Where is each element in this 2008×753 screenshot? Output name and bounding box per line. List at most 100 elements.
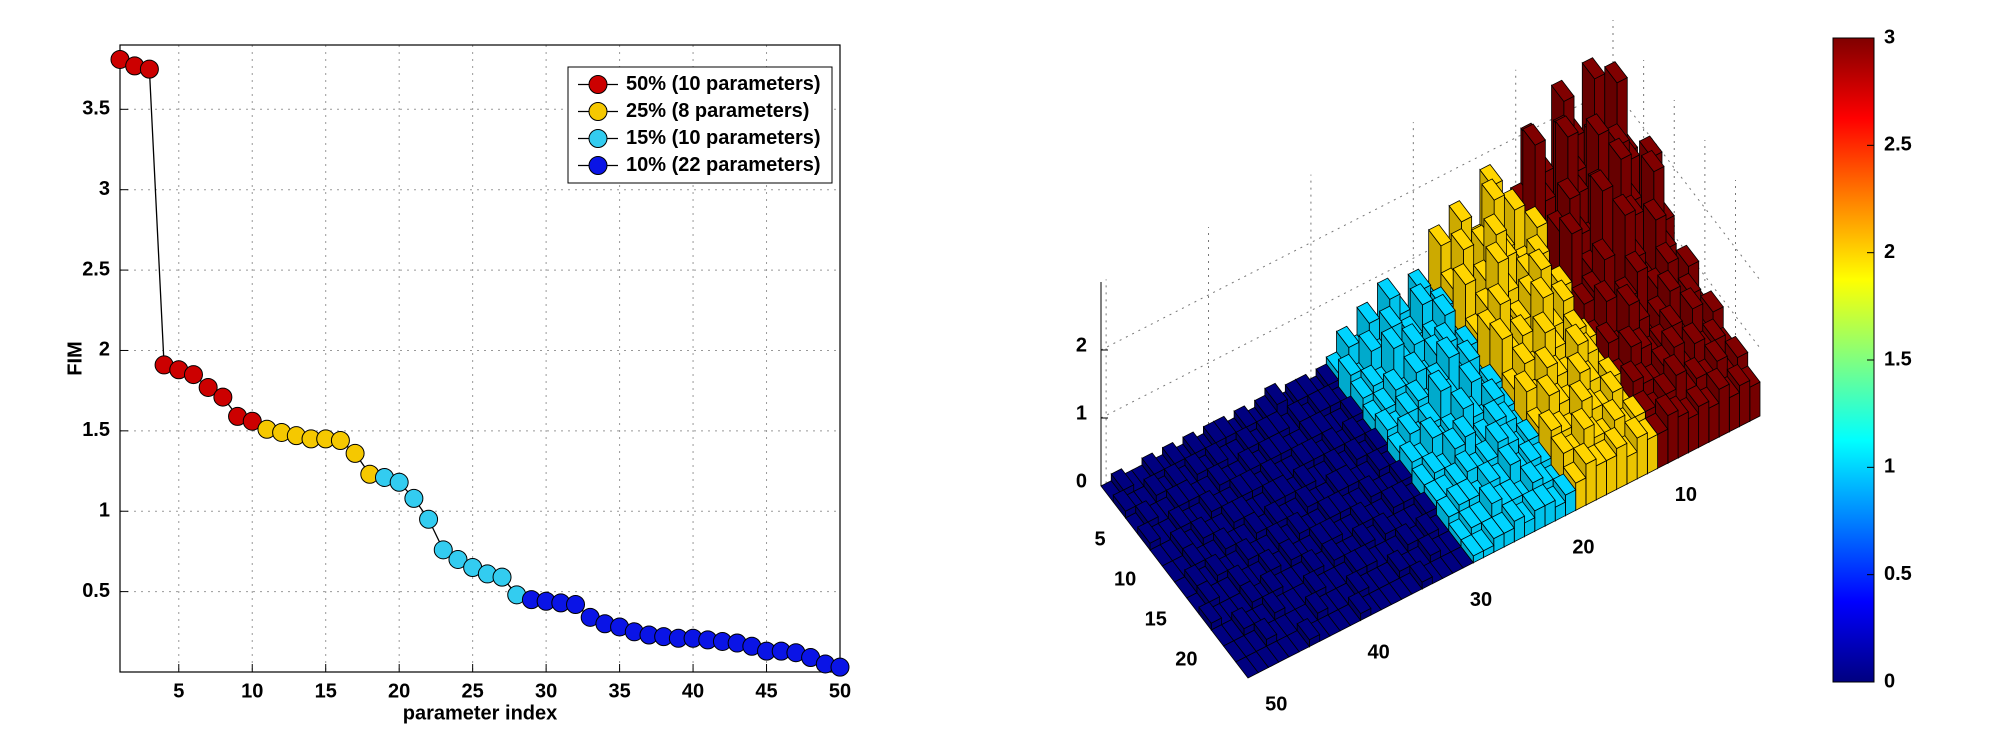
bar-top — [1536, 374, 1561, 397]
bar-top — [1358, 329, 1383, 352]
bar-top — [1601, 398, 1626, 422]
x-tick-label: 30 — [535, 680, 557, 702]
bar-top — [1567, 351, 1591, 374]
bar-front — [1657, 428, 1669, 470]
bar-top — [1450, 228, 1475, 251]
bar-top — [1521, 489, 1546, 512]
bar-top — [1480, 516, 1505, 540]
bar-top — [1397, 412, 1421, 435]
bar-top — [1460, 534, 1485, 557]
legend-label: 25% (8 parameters) — [626, 100, 809, 122]
bar-top — [1654, 393, 1679, 417]
point — [830, 657, 850, 677]
bar-top — [1458, 360, 1483, 383]
bar-top — [1452, 415, 1477, 438]
bar-front — [1606, 454, 1618, 496]
bar-top — [1380, 485, 1405, 509]
bar-top — [1595, 321, 1620, 344]
colorbar-tick-label: 1 — [1884, 456, 1895, 478]
x-tick-label: 30 — [1470, 589, 1492, 611]
bar-top — [1212, 527, 1237, 550]
bar-top — [1409, 283, 1434, 306]
legend-box — [567, 66, 833, 184]
bar-top — [1657, 269, 1681, 292]
y-tick-label: 10 — [1114, 568, 1136, 590]
bar-top — [1573, 442, 1597, 465]
bar-top — [1417, 533, 1442, 557]
bar-top — [1435, 495, 1460, 518]
bar-top — [1685, 384, 1710, 408]
bar-top — [1235, 656, 1259, 679]
y-tick-label: 3 — [99, 178, 110, 200]
bar-top — [1519, 461, 1544, 484]
bar-top — [1538, 408, 1563, 432]
bar-top — [1593, 279, 1618, 303]
point — [198, 377, 218, 397]
legend-marker — [588, 75, 608, 94]
bar-top — [1585, 113, 1610, 136]
bar-top — [1253, 617, 1278, 640]
bar-top — [1661, 325, 1685, 348]
bar-top — [1591, 238, 1616, 261]
bar-top — [1700, 290, 1724, 313]
bar-top — [1663, 353, 1687, 376]
y-tick-label: 5 — [1095, 528, 1106, 550]
grid-line — [1100, 87, 1614, 351]
bar-front — [1595, 459, 1607, 501]
x-tick-label: 20 — [1572, 536, 1594, 558]
bar-front — [1698, 400, 1710, 449]
bar-top — [1532, 311, 1556, 334]
bar-top — [1485, 420, 1509, 443]
bar-top — [1569, 379, 1593, 402]
bar-top — [1655, 241, 1679, 264]
bar-top — [1487, 282, 1512, 306]
bar-front — [1708, 402, 1720, 443]
bar-top — [1204, 553, 1229, 576]
z-tick-label: 0 — [1076, 470, 1087, 492]
bar-top — [1294, 485, 1319, 508]
bar-top — [1382, 368, 1407, 391]
point — [492, 567, 512, 587]
x-tick-label: 40 — [682, 680, 704, 702]
bar-top — [1552, 473, 1577, 496]
colorbar-tick-label: 2.5 — [1884, 134, 1912, 156]
bar-top — [1681, 322, 1706, 345]
point — [566, 594, 586, 614]
bar-top — [1137, 521, 1161, 544]
x-tick-label: 45 — [755, 680, 777, 702]
bar-top — [1112, 489, 1137, 512]
legend-label: 15% (10 parameters) — [626, 127, 821, 149]
bar-top — [1524, 205, 1548, 229]
bar-top — [1706, 367, 1730, 390]
point — [389, 472, 409, 492]
bar-front — [1728, 391, 1740, 433]
y-tick-label: 3.5 — [82, 98, 110, 120]
bar-top — [1239, 580, 1264, 603]
bar-top — [1286, 511, 1311, 535]
point — [213, 387, 233, 407]
bar-top — [1231, 606, 1255, 630]
colorbar-tick-label: 0.5 — [1884, 563, 1912, 585]
bar-top — [1642, 198, 1667, 221]
x-tick-label: 25 — [462, 680, 484, 702]
bar-front — [1667, 409, 1679, 464]
bar-top — [1556, 177, 1581, 200]
bar-top — [1409, 560, 1433, 583]
point — [139, 59, 159, 79]
bar-front — [1646, 433, 1658, 475]
point — [448, 549, 468, 569]
bar-top — [1509, 314, 1534, 337]
bar-top — [1483, 213, 1507, 236]
x-axis-label: parameter index — [403, 702, 558, 724]
point — [404, 488, 424, 508]
bar-top — [1347, 591, 1372, 615]
bar-top — [1704, 339, 1728, 362]
bar-top — [1198, 490, 1223, 513]
bar-front — [1718, 383, 1730, 438]
bar-top — [1198, 601, 1223, 624]
bar-top — [1243, 511, 1268, 534]
x-tick-label: 10 — [241, 680, 263, 702]
x-tick-label: 15 — [315, 680, 337, 702]
bar-top — [1190, 516, 1215, 539]
